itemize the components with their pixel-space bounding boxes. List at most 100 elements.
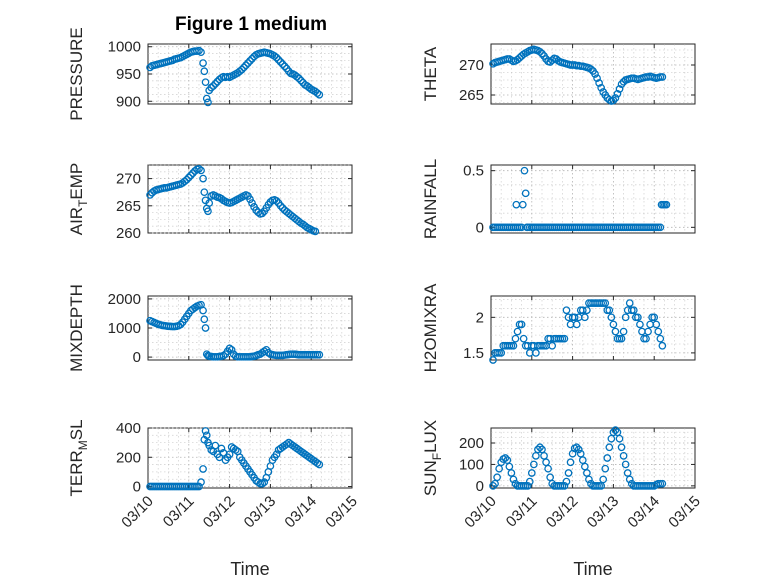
data-point: [242, 61, 250, 70]
x-tick-label: 03/14: [624, 493, 663, 532]
data-point: [511, 334, 520, 343]
data-point: [564, 469, 573, 477]
x-axis-label: Time: [230, 559, 269, 579]
data-point: [146, 191, 154, 199]
chart-panel-5: 0 1000 2000 MIXDEPTH: [67, 284, 353, 372]
data-point: [489, 482, 497, 490]
data-point: [200, 67, 209, 76]
data-point: [601, 299, 610, 307]
data-point: [625, 299, 634, 307]
data-point: [211, 441, 220, 450]
data-point: [260, 347, 269, 356]
y-axis-label: PRESSURE: [67, 27, 86, 121]
data-point: [587, 65, 595, 74]
y-axis-label: AIRTEMP: [67, 163, 90, 236]
data-point: [209, 82, 218, 90]
data-point: [211, 79, 220, 88]
data-point: [207, 446, 216, 454]
y-axis-label: SUNFLUX: [421, 420, 444, 496]
y-tick-label: 1000: [108, 39, 141, 56]
data-point: [621, 460, 630, 469]
chart-panel-4: 0 0.5 RAINFALL: [421, 159, 696, 239]
data-point: [195, 482, 203, 491]
data-point: [521, 189, 530, 198]
data-point: [248, 54, 256, 63]
data-point: [199, 465, 207, 473]
data-point: [562, 477, 571, 486]
data-point: [219, 351, 228, 360]
data-point: [609, 428, 618, 437]
data-point: [248, 199, 256, 207]
data-point: [246, 57, 254, 65]
data-point: [636, 320, 644, 329]
data-point: [315, 350, 324, 359]
data-point: [609, 320, 618, 329]
y-axis-label: RAINFALL: [421, 159, 440, 239]
data-point: [199, 306, 207, 315]
data-point: [548, 341, 557, 350]
data-point: [240, 63, 248, 72]
x-tick-label: 03/15: [665, 493, 704, 532]
chart-panel-6: 1.5 2 H2OMIXRA: [421, 283, 696, 372]
y-tick-label: 2: [476, 309, 484, 326]
y-tick-label: 400: [116, 420, 141, 437]
data-point: [315, 460, 324, 469]
data-point: [215, 453, 224, 462]
data-point: [200, 315, 209, 324]
data-point: [311, 227, 320, 236]
data-point: [182, 175, 191, 184]
data-point: [613, 89, 622, 98]
data-point: [295, 74, 303, 83]
data-point: [536, 443, 544, 452]
data-point: [244, 59, 252, 67]
data-point: [658, 73, 667, 81]
data-point: [199, 174, 207, 183]
data-point: [517, 320, 526, 329]
y-tick-label: 270: [116, 171, 141, 188]
data-point: [572, 320, 581, 329]
y-tick-label: 2000: [108, 291, 141, 308]
y-tick-label: 270: [459, 57, 484, 74]
data-point: [260, 478, 269, 486]
data-point: [274, 55, 283, 64]
data-point: [611, 327, 620, 336]
data-point: [501, 454, 510, 462]
data-point: [560, 482, 569, 490]
x-tick-label: 03/12: [543, 493, 582, 532]
data-point: [509, 475, 518, 484]
y-tick-label: 0: [133, 479, 141, 496]
data-point: [217, 444, 226, 453]
data-point: [536, 47, 544, 56]
data-point: [574, 445, 583, 454]
data-point: [199, 59, 207, 67]
data-point: [205, 199, 214, 207]
data-point: [315, 90, 324, 99]
data-point: [572, 443, 581, 452]
data-point: [201, 78, 210, 87]
data-point: [650, 313, 659, 322]
data-point: [513, 327, 522, 336]
data-point: [585, 475, 593, 484]
data-point: [197, 478, 205, 486]
y-tick-label: 1.5: [463, 345, 484, 362]
data-point: [615, 434, 624, 443]
data-point: [629, 306, 638, 315]
data-point: [634, 313, 642, 322]
data-point: [605, 306, 614, 315]
data-point: [184, 173, 193, 182]
data-point: [523, 482, 532, 490]
x-tick-label: 03/10: [461, 493, 500, 532]
y-tick-label: 0: [476, 478, 484, 495]
data-point: [656, 334, 665, 343]
data-point: [186, 171, 195, 180]
data-point: [237, 65, 246, 74]
data-point: [642, 334, 650, 343]
x-tick-label: 03/11: [503, 493, 541, 531]
data-point: [578, 306, 587, 315]
data-point: [191, 303, 199, 312]
data-point: [619, 327, 628, 336]
y-tick-label: 950: [116, 66, 141, 83]
plot-area: [490, 427, 696, 489]
data-point: [497, 349, 506, 357]
